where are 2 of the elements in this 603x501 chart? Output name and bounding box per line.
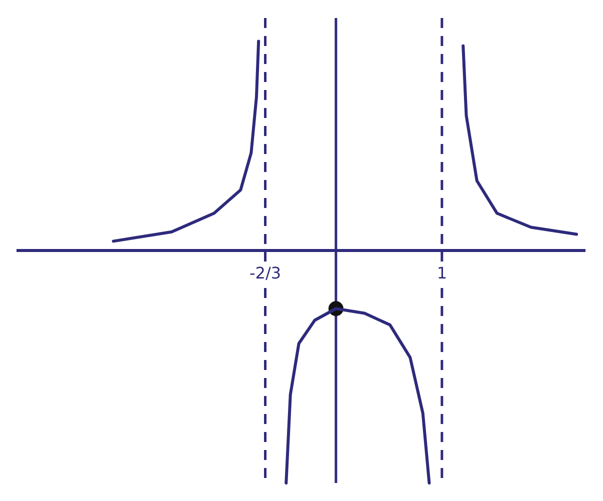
x-tick-label: 1 xyxy=(436,263,448,282)
x-tick-label: -2/3 xyxy=(249,263,282,282)
